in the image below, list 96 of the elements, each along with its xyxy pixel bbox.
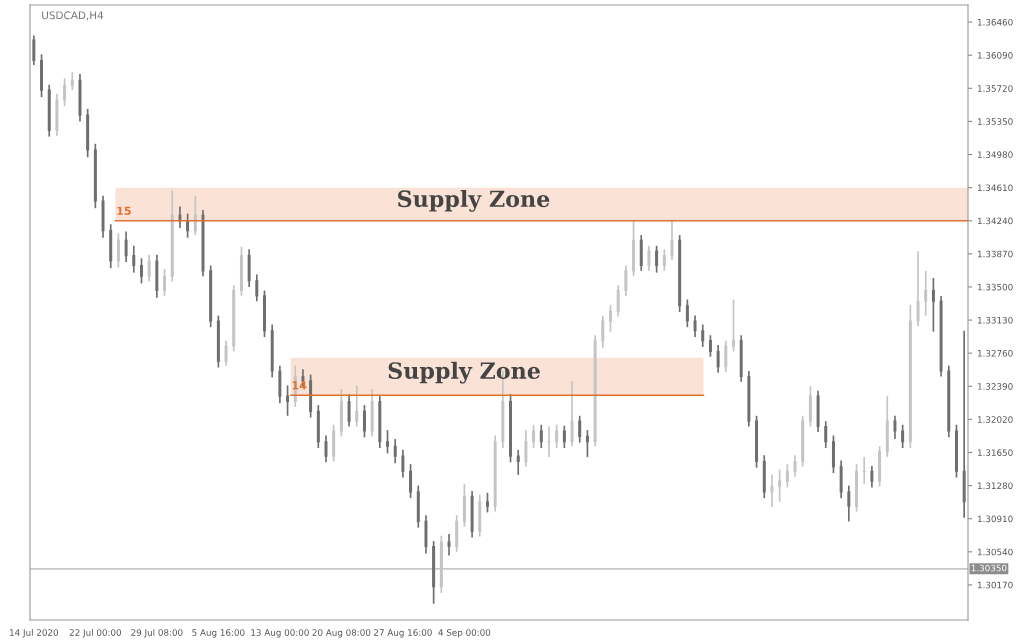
candlestick [347, 393, 351, 428]
annotation: 14 [292, 381, 307, 390]
x-tick-label: 5 Aug 16:00 [192, 629, 245, 638]
candlestick [401, 448, 405, 479]
y-tick-label: 1.36090 [977, 52, 1013, 59]
candlestick [355, 384, 359, 428]
candlestick [32, 34, 36, 66]
y-tick-label: 1.31650 [977, 449, 1013, 456]
candlestick [40, 53, 44, 99]
candlestick [616, 284, 620, 318]
candlestick [124, 230, 128, 263]
candlestick [447, 533, 451, 557]
candlestick [524, 429, 528, 468]
y-tick-label: 1.34610 [977, 184, 1013, 192]
candlestick [916, 250, 920, 328]
candlestick [224, 339, 228, 367]
candlestick [662, 248, 666, 272]
candlestick [539, 423, 543, 449]
candlestick [286, 384, 290, 417]
y-tick-label: 1.33500 [977, 283, 1013, 291]
candlestick [324, 434, 328, 464]
candlestick [647, 244, 651, 272]
candlestick [893, 414, 897, 440]
band-label: Supply Zone [388, 361, 540, 384]
candlestick [255, 273, 259, 303]
candlestick [708, 334, 712, 358]
candlestick [954, 423, 958, 479]
candlestick [362, 404, 366, 439]
candlestick [132, 244, 136, 274]
candlestick [855, 463, 858, 513]
candlestick [924, 270, 928, 317]
y-tick-label: 1.30910 [977, 515, 1013, 523]
candlestick [847, 484, 851, 523]
y-tick-label: 1.34240 [977, 217, 1013, 225]
candlestick [701, 323, 705, 348]
candlestick [147, 253, 151, 283]
candlestick [532, 423, 536, 449]
candlestick [670, 219, 674, 261]
x-tick-label: 4 Sep 00:00 [438, 629, 491, 638]
candlestick [578, 414, 582, 444]
candlestick [824, 420, 828, 449]
y-tick-label: 1.30540 [977, 548, 1013, 556]
candlestick [609, 304, 612, 333]
y-tick-label: 1.35720 [977, 85, 1013, 92]
candlestick [901, 423, 905, 449]
candlestick [570, 380, 574, 448]
candlestick [601, 314, 605, 349]
candlestick [870, 465, 874, 489]
candlestick [485, 491, 489, 514]
y-tick-label: 1.32760 [977, 350, 1013, 357]
candlestick [555, 423, 559, 449]
candlestick [732, 298, 735, 353]
candlestick [140, 257, 143, 285]
candlestick [547, 425, 551, 458]
candlestick [116, 232, 120, 269]
candlestick [716, 344, 720, 374]
candlestick [516, 448, 520, 476]
candlestick [785, 463, 789, 489]
y-tick-label: 1.35350 [977, 118, 1013, 125]
x-tick-label: 22 Jul 00:00 [69, 629, 122, 638]
x-tick-label: 14 Jul 2020 [10, 629, 59, 638]
text: USDCAD,H4 [42, 11, 104, 21]
candlestick [655, 244, 659, 274]
candlestick [778, 468, 782, 503]
candlestick [263, 289, 266, 338]
candlestick [163, 268, 167, 297]
y-tick-label: 1.32390 [977, 383, 1013, 390]
candlestick [393, 438, 397, 465]
ref-line-label: 1.30350 [971, 564, 1007, 572]
y-tick-label: 1.33130 [977, 316, 1013, 324]
candlestick [862, 456, 866, 485]
candlestick [685, 298, 689, 329]
y-tick-label: 1.32020 [977, 416, 1013, 423]
y-tick-label: 1.33870 [977, 250, 1013, 258]
candlestick [386, 429, 389, 455]
band-label: Supply Zone [398, 189, 550, 212]
candlestick [562, 424, 566, 449]
candlestick [585, 429, 589, 458]
x-tick-label: 20 Aug 08:00 [312, 629, 371, 638]
candlestick [63, 77, 67, 108]
candlestick [693, 314, 697, 338]
candlestick [770, 474, 774, 508]
annotation: 15 [117, 206, 131, 216]
candlestick [409, 463, 413, 499]
candlestick [931, 277, 935, 333]
candlestick [724, 339, 728, 373]
y-tick-label: 1.31280 [977, 482, 1013, 490]
x-tick-label: 27 Aug 16:00 [374, 629, 432, 638]
candlestick [624, 264, 628, 297]
y-tick-label: 1.30170 [977, 581, 1013, 589]
x-tick-label: 13 Aug 00:00 [251, 629, 309, 638]
y-tick-label: 1.36460 [977, 18, 1013, 26]
y-tick-label: 1.34980 [977, 151, 1013, 158]
x-tick-label: 29 Jul 08:00 [131, 629, 183, 638]
candlestick [793, 454, 797, 478]
candlestick [509, 393, 513, 464]
